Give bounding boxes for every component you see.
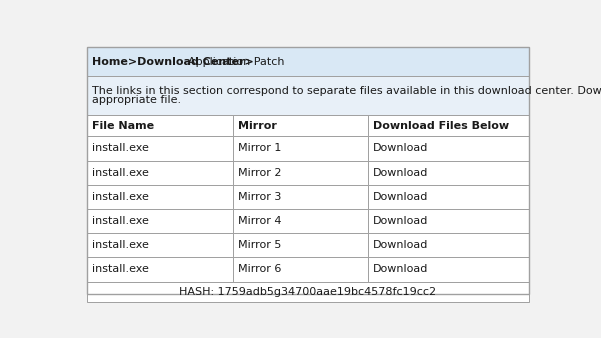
Bar xyxy=(233,136,368,161)
Bar xyxy=(368,257,529,282)
Bar xyxy=(368,115,529,136)
Text: Mirror 3: Mirror 3 xyxy=(239,192,282,202)
Bar xyxy=(87,115,233,136)
Text: install.exe: install.exe xyxy=(93,264,149,274)
Text: install.exe: install.exe xyxy=(93,216,149,226)
Bar xyxy=(233,161,368,185)
Bar xyxy=(87,233,233,257)
Bar xyxy=(87,257,233,282)
Bar xyxy=(233,185,368,209)
Text: Home>Download Center>: Home>Download Center> xyxy=(93,57,254,67)
Bar xyxy=(368,136,529,161)
Bar xyxy=(233,209,368,233)
Bar xyxy=(233,233,368,257)
Bar xyxy=(368,209,529,233)
Bar xyxy=(87,282,529,303)
Text: Mirror 4: Mirror 4 xyxy=(239,216,282,226)
Text: Mirror 1: Mirror 1 xyxy=(239,143,282,153)
Bar xyxy=(87,185,233,209)
Bar xyxy=(87,47,529,76)
Bar xyxy=(233,257,368,282)
Text: Application Patch: Application Patch xyxy=(188,57,284,67)
Bar xyxy=(87,209,233,233)
Text: File Name: File Name xyxy=(93,121,154,130)
Bar xyxy=(87,161,233,185)
Text: Download: Download xyxy=(373,216,429,226)
Text: Download: Download xyxy=(373,143,429,153)
Text: appropriate file.: appropriate file. xyxy=(93,95,182,105)
Text: install.exe: install.exe xyxy=(93,168,149,178)
Text: The links in this section correspond to separate files available in this downloa: The links in this section correspond to … xyxy=(93,86,601,96)
Text: Mirror: Mirror xyxy=(239,121,277,130)
Text: Download: Download xyxy=(373,240,429,250)
Bar xyxy=(368,233,529,257)
Text: install.exe: install.exe xyxy=(93,143,149,153)
Bar xyxy=(368,185,529,209)
Text: Download: Download xyxy=(373,264,429,274)
Text: install.exe: install.exe xyxy=(93,192,149,202)
Text: Download: Download xyxy=(373,192,429,202)
Text: Mirror 5: Mirror 5 xyxy=(239,240,282,250)
Text: HASH: 1759adb5g34700aae19bc4578fc19cc2: HASH: 1759adb5g34700aae19bc4578fc19cc2 xyxy=(180,287,436,297)
Text: Mirror 2: Mirror 2 xyxy=(239,168,282,178)
Bar xyxy=(368,161,529,185)
Bar xyxy=(87,136,233,161)
Bar xyxy=(233,115,368,136)
Text: Download Files Below: Download Files Below xyxy=(373,121,510,130)
Text: Download: Download xyxy=(373,168,429,178)
Bar xyxy=(87,76,529,115)
Text: install.exe: install.exe xyxy=(93,240,149,250)
Text: Mirror 6: Mirror 6 xyxy=(239,264,282,274)
